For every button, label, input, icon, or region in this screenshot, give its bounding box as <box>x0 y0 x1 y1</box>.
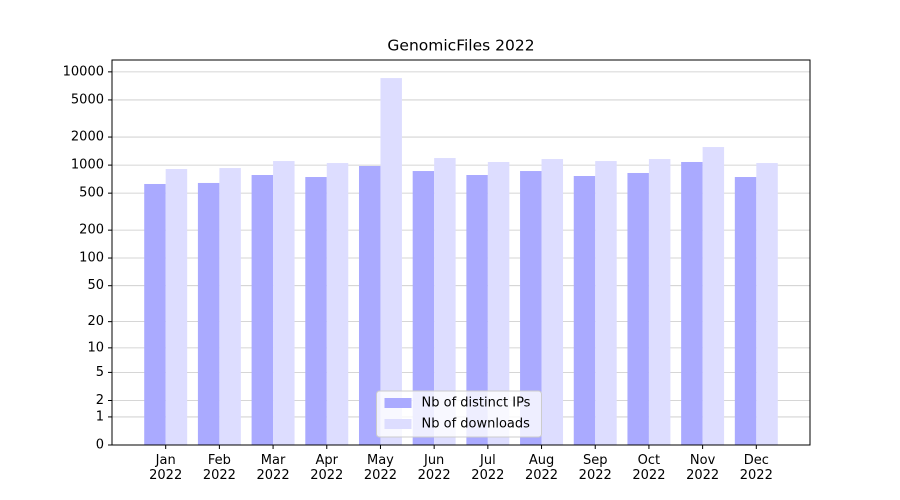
x-tick-label: Dec 2022 <box>739 453 773 483</box>
bar <box>358 166 381 446</box>
bar <box>434 158 456 445</box>
bar <box>144 183 166 446</box>
bar <box>251 175 274 445</box>
x-tick-label: Jun 2022 <box>417 453 451 483</box>
bar <box>541 159 564 445</box>
bar <box>219 168 241 446</box>
x-tick-label: Feb 2022 <box>202 453 236 483</box>
y-tick-label: 5000 <box>71 92 104 107</box>
bar <box>466 175 488 445</box>
y-tick-label: 50 <box>87 278 104 293</box>
bar <box>648 159 671 445</box>
y-tick-label: 1000 <box>71 158 104 173</box>
legend-swatch <box>384 398 412 408</box>
x-tick-label: Jul 2022 <box>471 453 505 483</box>
bar <box>520 171 542 445</box>
bar <box>681 161 703 445</box>
x-tick-label: Oct 2022 <box>632 453 666 483</box>
bar <box>702 147 725 445</box>
bar <box>756 163 778 445</box>
y-tick-label: 100 <box>79 251 104 266</box>
bar <box>573 175 596 446</box>
bar <box>273 161 295 446</box>
y-tick-label: 20 <box>87 314 104 329</box>
legend-swatch <box>384 419 412 429</box>
bar <box>412 171 435 445</box>
y-tick-label: 500 <box>79 186 104 201</box>
y-tick-label: 10 <box>87 340 104 355</box>
y-tick-label: 2000 <box>71 130 104 145</box>
y-tick-label: 10000 <box>63 64 104 79</box>
bar <box>595 161 617 446</box>
chart-title: GenomicFiles 2022 <box>387 37 534 55</box>
bar <box>197 182 220 445</box>
x-tick-label: Sep 2022 <box>578 453 612 483</box>
y-tick-label: 2 <box>96 393 104 408</box>
bar <box>487 161 510 445</box>
x-tick-label: May 2022 <box>363 453 397 483</box>
y-tick-label: 200 <box>79 223 104 238</box>
y-tick-label: 0 <box>96 438 104 453</box>
x-tick-label: Mar 2022 <box>256 453 290 483</box>
legend-box <box>376 390 542 438</box>
plot-frame <box>111 59 811 446</box>
bar <box>326 163 349 445</box>
legend-label: Nb of distinct IPs <box>422 396 531 411</box>
bar <box>627 172 649 445</box>
bar <box>305 177 327 446</box>
y-tick-label: 1 <box>96 409 104 424</box>
bar <box>165 169 188 445</box>
x-tick-label: Apr 2022 <box>310 453 344 483</box>
bar <box>734 177 757 446</box>
x-tick-label: Aug 2022 <box>524 453 559 483</box>
bar <box>380 78 402 446</box>
x-tick-label: Jan 2022 <box>149 453 183 483</box>
y-tick-label: 5 <box>96 365 104 380</box>
legend-label: Nb of downloads <box>422 417 531 432</box>
x-tick-label: Nov 2022 <box>686 453 720 483</box>
